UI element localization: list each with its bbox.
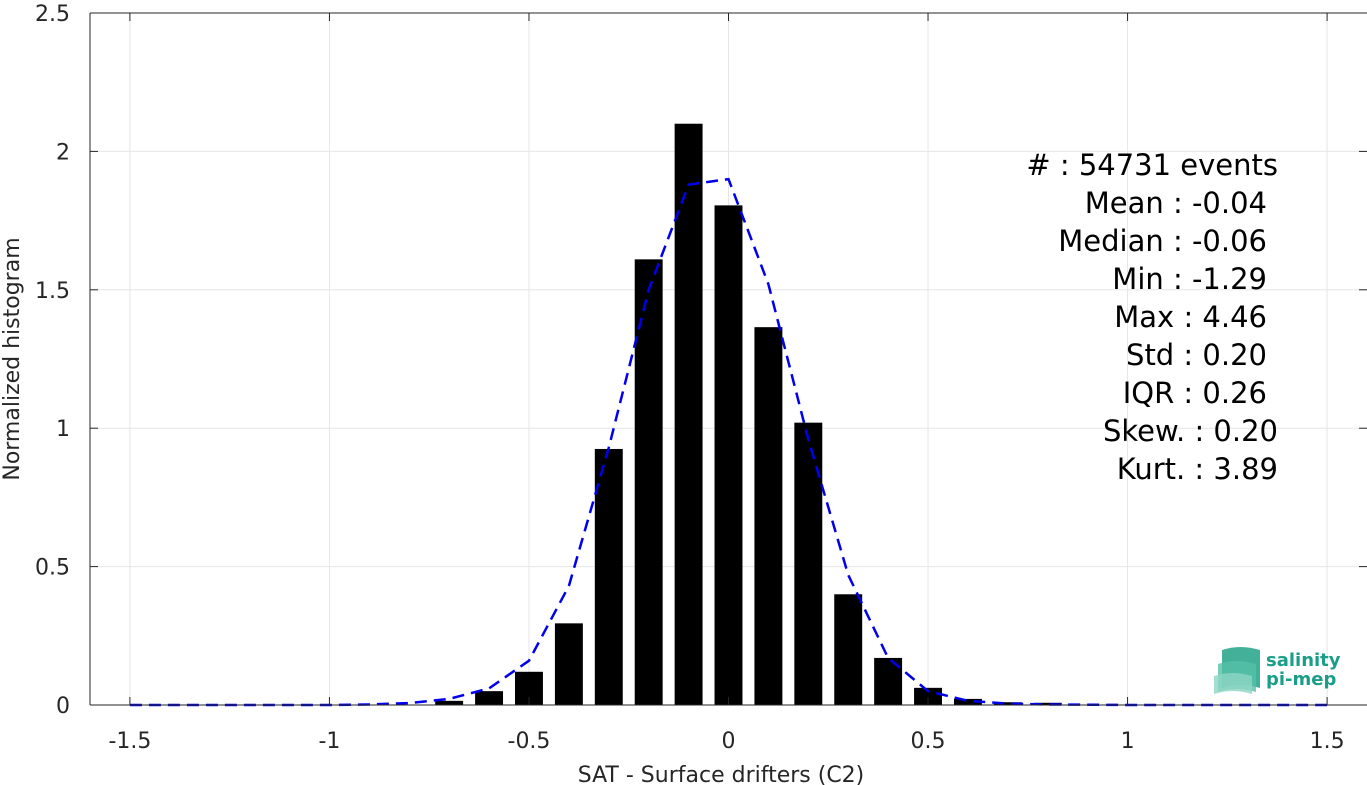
stat-line: Kurt. : 3.89 bbox=[1117, 452, 1278, 486]
histogram-bar bbox=[754, 327, 783, 705]
y-axis-label: Normalized histogram bbox=[0, 237, 25, 480]
histogram-bar bbox=[634, 259, 663, 705]
logo-line-1: salinity bbox=[1266, 650, 1341, 671]
x-tick-label: 1.5 bbox=[1310, 729, 1345, 754]
stat-line: Median : -0.06 bbox=[1058, 224, 1267, 258]
histogram-bar bbox=[953, 698, 982, 705]
histogram-bar bbox=[834, 594, 863, 705]
y-tick-label: 0 bbox=[56, 694, 70, 719]
y-tick-label: 1 bbox=[56, 417, 70, 442]
stats-box: # : 54731 events Mean : -0.04 Median : -0.… bbox=[1026, 148, 1278, 486]
logo-line-2: pi-mep bbox=[1266, 669, 1336, 690]
salinity-wave-icon bbox=[1214, 647, 1260, 694]
y-tick-label: 2.5 bbox=[35, 2, 70, 27]
histogram-bar bbox=[794, 422, 823, 705]
stat-line: Mean : -0.04 bbox=[1085, 186, 1267, 220]
salinity-pi-mep-logo: salinity pi-mep bbox=[1214, 647, 1341, 694]
histogram-bar bbox=[1033, 702, 1062, 705]
x-tick-label: -1 bbox=[318, 729, 340, 754]
stat-line: IQR : 0.26 bbox=[1123, 376, 1267, 410]
axes-layer bbox=[89, 12, 1367, 706]
histogram-bar bbox=[993, 702, 1022, 705]
y-tick-label: 2 bbox=[56, 140, 70, 165]
histogram-bar bbox=[594, 448, 623, 705]
histogram-bar bbox=[435, 700, 464, 705]
histogram-bar bbox=[475, 691, 504, 705]
stat-line: # : 54731 events bbox=[1026, 148, 1278, 182]
x-tick-label: 1 bbox=[1121, 729, 1135, 754]
stat-line: Std : 0.20 bbox=[1126, 338, 1267, 372]
y-tick-label: 1.5 bbox=[35, 279, 70, 304]
x-tick-label: 0.5 bbox=[911, 729, 946, 754]
histogram-bar bbox=[914, 687, 942, 705]
y-tick-label: 0.5 bbox=[35, 556, 70, 581]
x-tick-label: -0.5 bbox=[508, 729, 551, 754]
stat-line: Skew. : 0.20 bbox=[1103, 414, 1278, 448]
x-tick-label: 0 bbox=[722, 729, 736, 754]
bars-layer bbox=[435, 123, 1062, 706]
histogram-bar bbox=[714, 205, 743, 705]
tick-labels-layer: -1.5 -1 -0.5 0 0.5 1 1.5 0 0.5 1 1.5 2 2.5 bbox=[35, 2, 1345, 754]
histogram-bar bbox=[554, 623, 583, 705]
stat-line: Min : -1.29 bbox=[1112, 262, 1267, 296]
histogram-bar bbox=[674, 123, 703, 706]
x-tick-label: -1.5 bbox=[108, 729, 151, 754]
x-axis-label: SAT - Surface drifters (C2) bbox=[578, 763, 865, 785]
stat-line: Max : 4.46 bbox=[1114, 300, 1267, 334]
